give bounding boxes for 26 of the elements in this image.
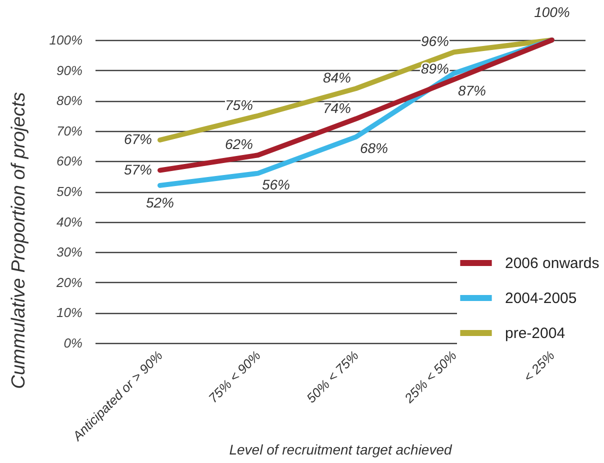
data-label: 84% <box>322 69 351 86</box>
y-tick-label: 80% <box>56 93 82 108</box>
y-tick-label: 0% <box>64 336 82 350</box>
y-tick-label: 100% <box>49 32 82 48</box>
x-axis-title: Level of recruitment target achieved <box>229 442 453 458</box>
data-label: 62% <box>224 136 253 152</box>
data-label: 56% <box>262 176 290 192</box>
data-label: 100% <box>534 4 570 20</box>
y-tick-label: 60% <box>56 154 82 169</box>
data-label: 57% <box>124 161 152 178</box>
legend-label: pre-2004 <box>505 325 566 342</box>
data-label: 74% <box>322 100 351 116</box>
data-label: 68% <box>360 140 388 156</box>
y-tick-label: 70% <box>56 123 82 138</box>
data-label: 52% <box>146 194 174 210</box>
data-label: 67% <box>124 130 152 147</box>
legend-label: 2004-2005 <box>505 290 577 307</box>
y-tick-label: 20% <box>55 274 82 290</box>
y-tick-label: 30% <box>56 244 82 260</box>
y-tick-label: 40% <box>56 214 82 230</box>
y-tick-label: 90% <box>56 62 82 78</box>
y-tick-label: 10% <box>56 305 82 320</box>
data-label: 87% <box>458 82 486 98</box>
y-tick-label: 50% <box>56 184 82 199</box>
legend-label: 2006 onwards <box>505 255 600 272</box>
y-axis-title: Cummulative Proportion of projects <box>8 92 30 389</box>
